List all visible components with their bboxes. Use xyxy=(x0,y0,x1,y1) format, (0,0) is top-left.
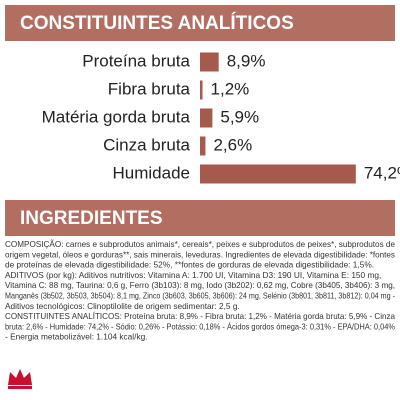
bar xyxy=(200,136,206,156)
bar xyxy=(200,52,219,72)
row-label: Matéria gorda bruta xyxy=(42,107,191,126)
ingredient-line: Vitamina C: 88 mg, Taurina: 0,6 g, Ferro… xyxy=(5,280,395,290)
ingredients-title: INGREDIENTES xyxy=(20,208,163,229)
ingredient-line: CONSTITUINTES ANALÍTICOS: Proteína bruta… xyxy=(5,311,395,321)
ingredient-line: Manganês (3b502, 3b503, 3b504): 8,1 mg, … xyxy=(5,291,395,301)
value-label: 8,9% xyxy=(227,51,266,70)
value-label: 2,6% xyxy=(213,135,252,154)
ingredient-line: ADITIVOS (por kg): Aditivos nutritivos: … xyxy=(5,270,381,280)
ingredient-line: COMPOSIÇÃO: carnes e subprodutos animais… xyxy=(5,239,395,249)
value-label: 5,9% xyxy=(220,107,259,126)
ingredient-line: Aditivos tecnológicos: Clinoptilolite de… xyxy=(5,301,240,311)
ingredient-line: - Energia metabolizável: 1.104 kcal/kg. xyxy=(5,332,148,342)
row-label: Proteína bruta xyxy=(82,51,190,70)
value-label: 74,2% xyxy=(364,163,400,182)
analysis-title: CONSTITUINTES ANALÍTICOS xyxy=(20,12,294,34)
ingredients-banner xyxy=(5,200,395,236)
bar xyxy=(200,80,203,100)
bar xyxy=(200,108,213,128)
row-label: Fibra bruta xyxy=(108,79,191,98)
analysis-banner xyxy=(5,5,395,41)
ingredient-line: origem vegetal, óleos e gorduras**, sais… xyxy=(5,249,395,259)
value-label: 1,2% xyxy=(211,79,250,98)
row-label: Cinza bruta xyxy=(103,135,190,154)
brand-logo xyxy=(8,369,32,389)
ingredient-line: de proteínas de elevada digestibilidade:… xyxy=(5,260,374,270)
bar xyxy=(200,164,356,184)
row-label: Humidade xyxy=(113,163,191,182)
ingredient-line: bruta: 2,6% - Humidade: 74,2% - Sódio: 0… xyxy=(5,321,396,331)
